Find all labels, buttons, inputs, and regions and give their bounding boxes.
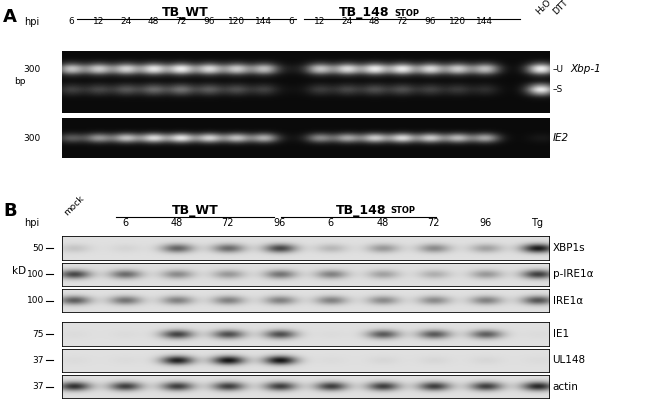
Text: 96: 96 bbox=[424, 17, 436, 26]
Text: 6: 6 bbox=[122, 218, 128, 227]
Text: Tg: Tg bbox=[531, 218, 543, 227]
Text: 48: 48 bbox=[376, 218, 389, 227]
Text: –S: –S bbox=[552, 85, 563, 94]
Text: 96: 96 bbox=[274, 218, 286, 227]
Text: TB_148: TB_148 bbox=[339, 6, 389, 19]
Text: 300: 300 bbox=[23, 134, 40, 143]
Text: 50: 50 bbox=[32, 244, 44, 252]
Text: TB_WT: TB_WT bbox=[162, 6, 209, 19]
Text: 100: 100 bbox=[27, 270, 44, 279]
Text: IRE1α: IRE1α bbox=[552, 296, 582, 305]
Text: TB_WT: TB_WT bbox=[172, 204, 218, 217]
Text: 120: 120 bbox=[448, 17, 465, 26]
Text: 48: 48 bbox=[369, 17, 380, 26]
Text: B: B bbox=[3, 202, 17, 220]
Text: –U: –U bbox=[552, 65, 564, 74]
Text: 144: 144 bbox=[476, 17, 493, 26]
Text: 6: 6 bbox=[328, 218, 333, 227]
Text: mock: mock bbox=[62, 194, 86, 217]
Text: hpi: hpi bbox=[24, 17, 39, 27]
Text: IE1: IE1 bbox=[552, 329, 569, 339]
Text: 100: 100 bbox=[27, 296, 44, 305]
Text: 6: 6 bbox=[68, 17, 73, 26]
Text: 48: 48 bbox=[171, 218, 183, 227]
Text: bp: bp bbox=[14, 77, 26, 86]
Text: kD: kD bbox=[12, 266, 27, 276]
Text: STOP: STOP bbox=[391, 206, 415, 215]
Text: 12: 12 bbox=[92, 17, 104, 26]
Text: STOP: STOP bbox=[395, 9, 419, 18]
Text: 37: 37 bbox=[32, 356, 44, 365]
Text: 96: 96 bbox=[479, 218, 491, 227]
Text: hpi: hpi bbox=[24, 218, 39, 227]
Text: 6: 6 bbox=[288, 17, 294, 26]
Text: 120: 120 bbox=[227, 17, 245, 26]
Text: IE2: IE2 bbox=[552, 133, 569, 143]
Text: XBP1s: XBP1s bbox=[552, 243, 585, 253]
Text: 96: 96 bbox=[203, 17, 215, 26]
Text: 72: 72 bbox=[396, 17, 407, 26]
Text: 72: 72 bbox=[222, 218, 234, 227]
Text: H₂O: H₂O bbox=[534, 0, 553, 16]
Text: 12: 12 bbox=[313, 17, 325, 26]
Text: DTT: DTT bbox=[551, 0, 570, 16]
Text: 48: 48 bbox=[148, 17, 159, 26]
Text: A: A bbox=[3, 8, 17, 26]
Text: 37: 37 bbox=[32, 382, 44, 391]
Text: 72: 72 bbox=[175, 17, 187, 26]
Text: actin: actin bbox=[552, 382, 578, 391]
Text: 24: 24 bbox=[120, 17, 131, 26]
Text: 72: 72 bbox=[427, 218, 439, 227]
Text: 144: 144 bbox=[255, 17, 272, 26]
Text: Xbp-1: Xbp-1 bbox=[571, 64, 601, 74]
Text: 24: 24 bbox=[341, 17, 352, 26]
Text: 300: 300 bbox=[23, 65, 40, 74]
Text: p-IRE1α: p-IRE1α bbox=[552, 269, 593, 279]
Text: TB_148: TB_148 bbox=[336, 204, 387, 217]
Text: UL148: UL148 bbox=[552, 356, 586, 365]
Text: 75: 75 bbox=[32, 330, 44, 339]
